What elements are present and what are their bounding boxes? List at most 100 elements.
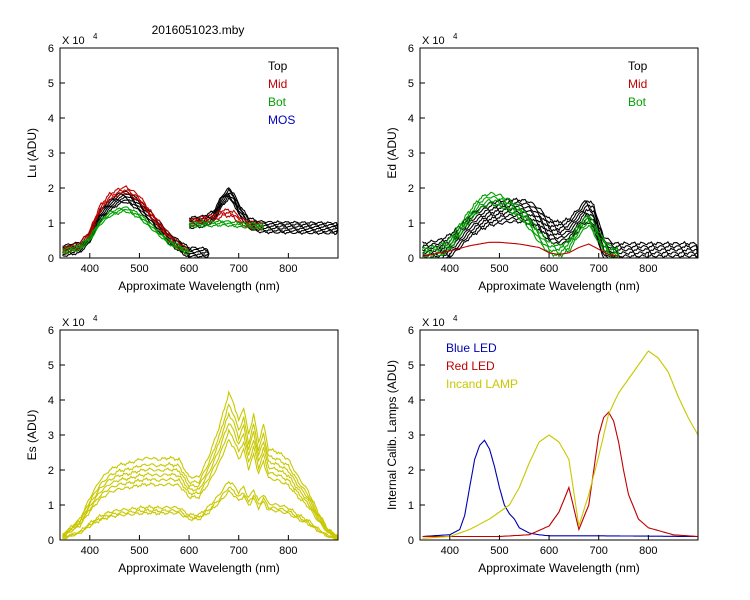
es-line-es-3-0 xyxy=(62,423,338,539)
lamps-xtick-label: 500 xyxy=(490,545,508,557)
lu-line-bot-2-1 xyxy=(188,219,264,227)
lu-line-mid-2-0 xyxy=(62,185,190,254)
lu-series-group xyxy=(62,185,338,258)
es-series-group xyxy=(62,390,338,540)
ed-line-bot-1-0 xyxy=(422,199,619,258)
es-ytick-label: 1 xyxy=(48,500,54,512)
es-ytick-label: 2 xyxy=(48,465,54,477)
lamps-ytick-label: 4 xyxy=(408,395,414,407)
lu-legend-bot: Bot xyxy=(268,95,287,109)
ed-y-axis-label: Ed (ADU) xyxy=(385,127,399,178)
lamps-legend-red-led: Red LED xyxy=(446,359,495,373)
panel-lu: 400 500 600 700 800 0 1 2 3 4 5 6 X 10 4 Approximate W… xyxy=(25,32,339,293)
lu-multiplier-exponent: 4 xyxy=(93,32,98,41)
es-line-es-8-0 xyxy=(62,489,338,540)
ed-ytick-label: 2 xyxy=(408,183,414,195)
ed-line-bot-0-0 xyxy=(422,201,620,258)
lamps-line-red-led-0-0 xyxy=(422,411,698,538)
lamps-xtick-label: 600 xyxy=(540,545,558,557)
lu-line-bot-0-1 xyxy=(188,223,265,231)
es-line-es-0-0 xyxy=(62,390,338,537)
ed-line-bot-2-0 xyxy=(422,195,619,256)
lamps-legend-incand-lamp: Incand LAMP xyxy=(446,377,518,391)
lu-xtick-label: 400 xyxy=(81,263,99,275)
ed-plot-frame xyxy=(419,47,699,259)
es-line-es-4-0 xyxy=(62,428,338,539)
es-x-axis-label: Approximate Wavelength (nm) xyxy=(118,561,280,575)
lu-xtick-label: 600 xyxy=(180,263,198,275)
lamps-series-group xyxy=(422,350,698,539)
ed-ytick-label: 5 xyxy=(408,78,414,90)
es-ytick-label: 6 xyxy=(48,325,54,337)
lamps-multiplier: X 10 xyxy=(422,317,445,329)
lu-legend-top: Top xyxy=(268,59,288,73)
ed-ytick-label: 3 xyxy=(408,148,414,160)
lu-line-bot-2-0 xyxy=(62,206,190,254)
ed-line-mid-0-0 xyxy=(422,241,619,257)
lamps-ytick-label: 1 xyxy=(408,500,414,512)
ed-ytick-label: 0 xyxy=(408,253,414,265)
lu-xtick-label: 700 xyxy=(230,263,248,275)
lu-ytick-label: 0 xyxy=(48,253,54,265)
lamps-ytick-label: 2 xyxy=(408,465,414,477)
es-line-es-5-0 xyxy=(62,438,338,539)
lamps-xtick-label: 400 xyxy=(441,545,459,557)
lu-line-top-0-0 xyxy=(62,201,210,258)
es-multiplier-exponent: 4 xyxy=(93,314,98,323)
lamps-legend-blue-led: Blue LED xyxy=(446,341,497,355)
es-line-es-2-0 xyxy=(62,411,338,538)
lu-y-axis-label: Lu (ADU) xyxy=(25,128,39,178)
es-line-es-7-0 xyxy=(62,486,338,540)
es-ytick-label: 3 xyxy=(48,430,54,442)
ed-xtick-label: 400 xyxy=(441,263,459,275)
ed-line-top-2-0 xyxy=(422,212,698,258)
es-xtick-label: 400 xyxy=(81,545,99,557)
ed-ytick-label: 6 xyxy=(408,43,414,55)
ed-line-bot-3-0 xyxy=(422,191,620,255)
lu-xtick-label: 500 xyxy=(130,263,148,275)
lamps-ytick-label: 6 xyxy=(408,325,414,337)
es-xtick-label: 700 xyxy=(230,545,248,557)
lu-multiplier: X 10 xyxy=(62,35,85,47)
lamps-xtick-label: 700 xyxy=(590,545,608,557)
ed-line-top-6-0 xyxy=(422,200,698,255)
ed-legend-mid: Mid xyxy=(628,77,647,91)
ed-multiplier-exponent: 4 xyxy=(453,32,458,41)
ed-ytick-label: 4 xyxy=(408,113,414,125)
ed-x-axis-label: Approximate Wavelength (nm) xyxy=(478,279,640,293)
lu-xtick-label: 800 xyxy=(279,263,297,275)
lamps-ytick-label: 0 xyxy=(408,535,414,547)
lu-line-top-0-1 xyxy=(189,196,338,236)
es-line-es-1-0 xyxy=(62,403,338,538)
es-xtick-label: 600 xyxy=(180,545,198,557)
lu-legend-mid: Mid xyxy=(268,77,287,91)
lu-line-top-4-1 xyxy=(188,188,338,229)
lamps-line-blue-led-0-0 xyxy=(422,439,698,538)
lu-ytick-label: 2 xyxy=(48,183,54,195)
lu-line-bot-0-0 xyxy=(62,209,190,256)
es-ytick-label: 5 xyxy=(48,360,54,372)
lamps-ytick-label: 5 xyxy=(408,360,414,372)
ed-line-top-3-0 xyxy=(422,210,698,258)
lu-line-bot-1-0 xyxy=(62,208,190,254)
lu-ytick-label: 1 xyxy=(48,218,54,230)
ed-legend-bot: Bot xyxy=(628,95,647,109)
ed-xtick-label: 500 xyxy=(490,263,508,275)
lu-ytick-label: 5 xyxy=(48,78,54,90)
lu-line-top-5-1 xyxy=(188,187,338,229)
lu-ytick-label: 3 xyxy=(48,148,54,160)
es-plot-frame xyxy=(59,329,339,541)
ed-ytick-label: 1 xyxy=(408,218,414,230)
ed-xtick-label: 800 xyxy=(639,263,657,275)
ed-line-top-7-0 xyxy=(422,197,698,255)
ed-line-top-5-0 xyxy=(422,203,698,255)
lu-line-bot-1-1 xyxy=(189,221,264,229)
lu-legend-mos: MOS xyxy=(268,113,295,127)
panel-es: 400 500 600 700 800 0 1 2 3 4 5 6 X 10 4 Approximate W… xyxy=(25,314,339,575)
ed-series-group xyxy=(422,191,698,258)
ed-line-top-1-0 xyxy=(422,216,698,258)
es-ytick-label: 4 xyxy=(48,395,54,407)
ed-multiplier: X 10 xyxy=(422,35,445,47)
es-multiplier: X 10 xyxy=(62,317,85,329)
